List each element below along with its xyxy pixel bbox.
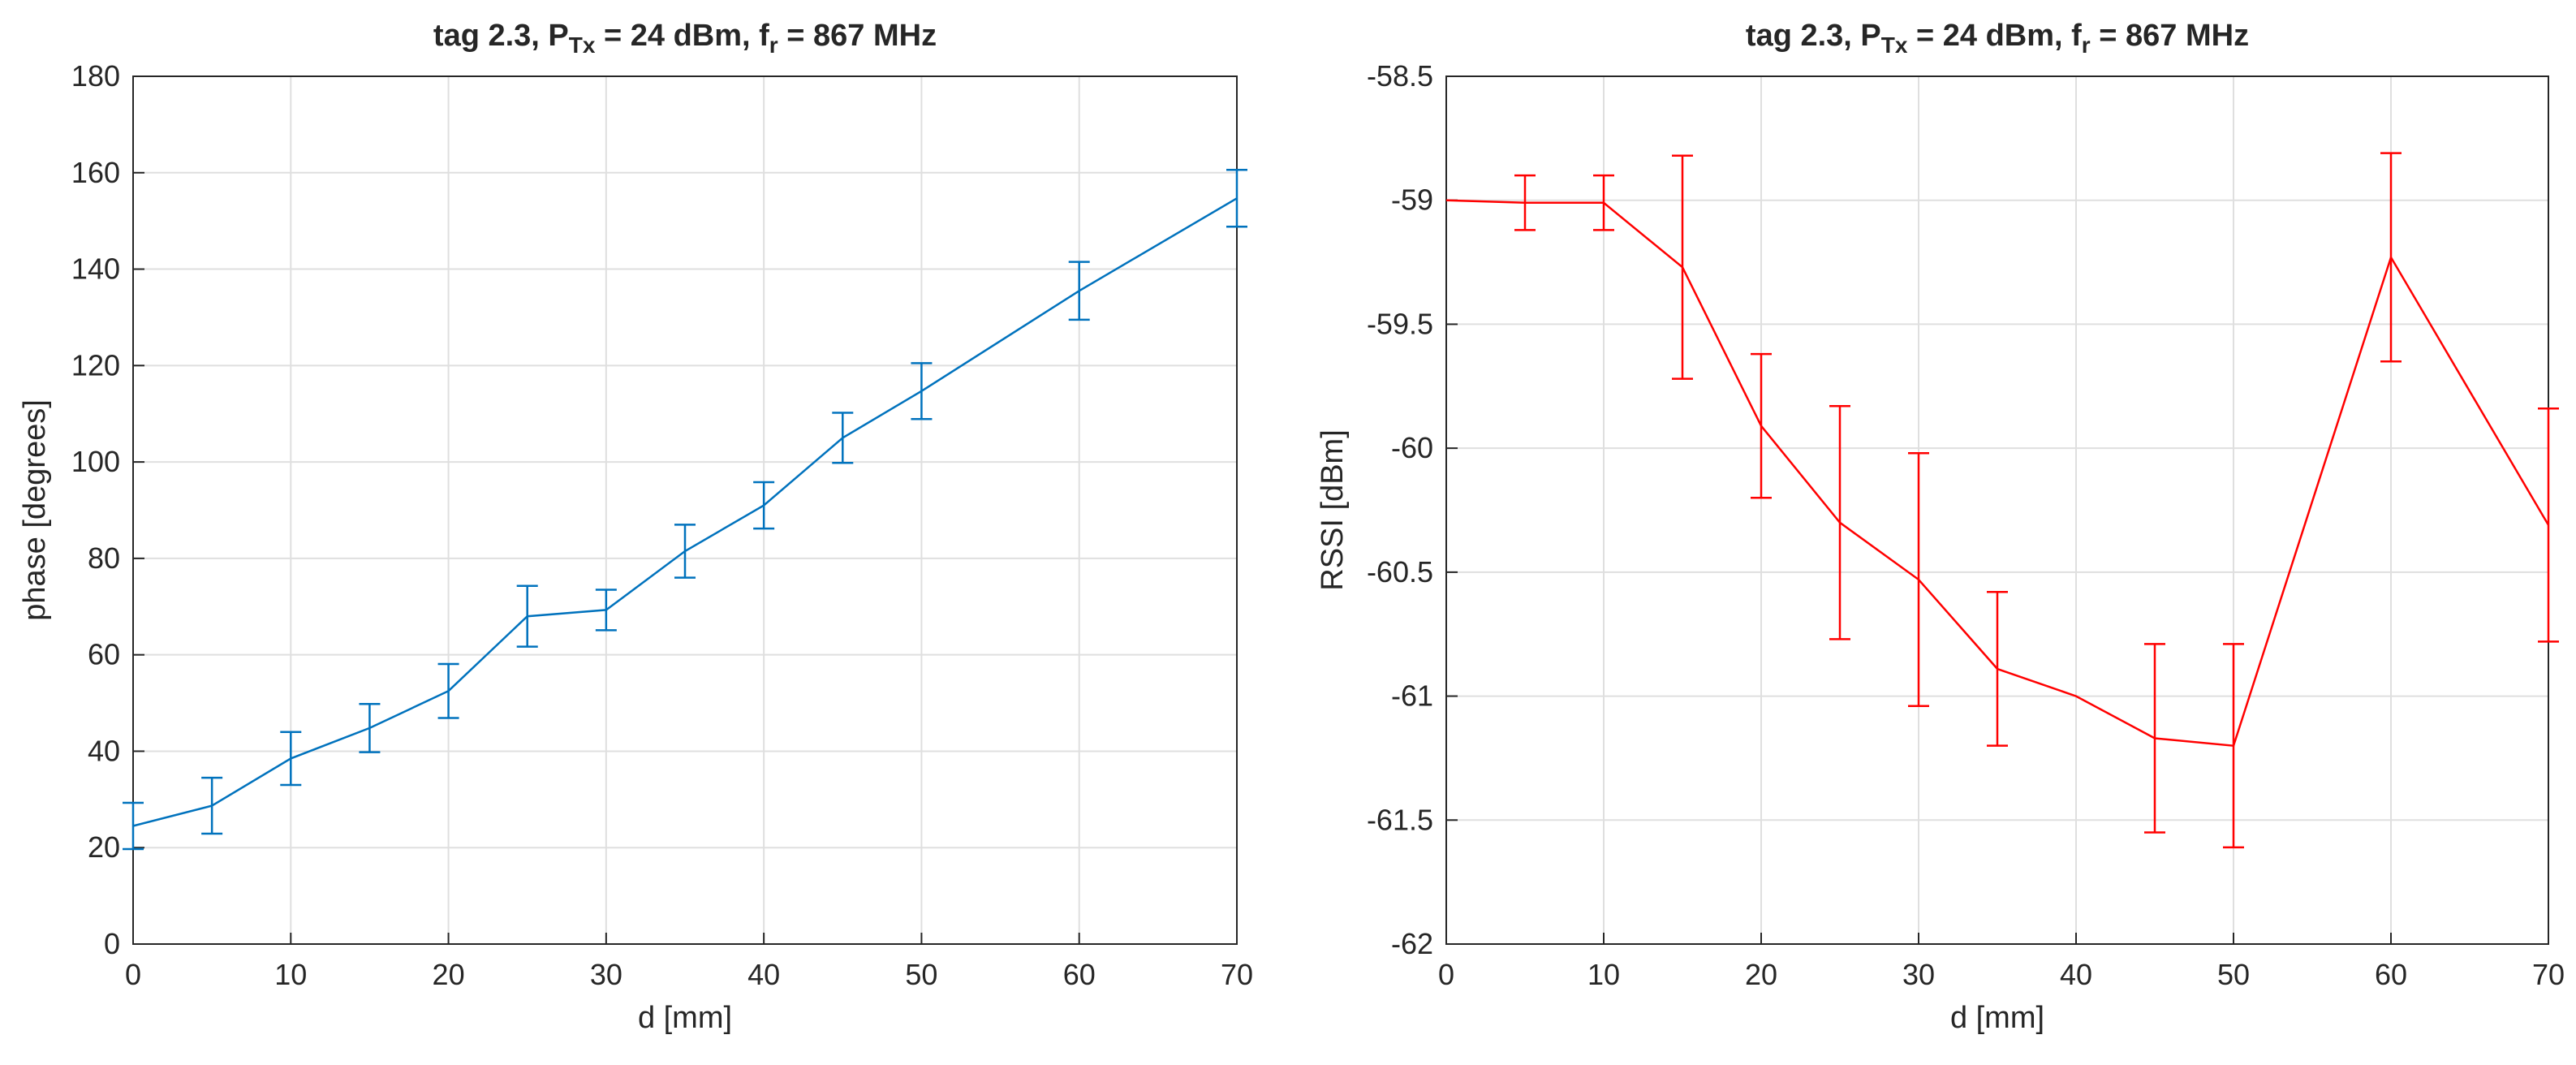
phase-error-bar xyxy=(359,702,381,753)
rssi-y-tick-label: -58.5 xyxy=(1367,59,1433,93)
rssi-y-tick-label: -59.5 xyxy=(1367,307,1433,340)
phase-x-axis-label: d [mm] xyxy=(638,1001,732,1035)
phase-x-tick-label: 60 xyxy=(1063,958,1096,991)
phase-y-tick-label: 160 xyxy=(71,156,120,189)
rssi-chart-title: tag 2.3, PTx = 24 dBm, fr = 867 MHz xyxy=(1746,19,2249,58)
phase-tick-labels: 0 10 20 30 40 50 60 70 0 20 40 60 80 100 120 140 160 180 xyxy=(71,59,1253,991)
phase-error-bar xyxy=(674,524,696,579)
rssi-chart: 0 10 20 30 40 50 60 70 -62 -61.5 -61 -60.5 -60 -59.5 -… xyxy=(1316,19,2565,1035)
rssi-x-tick-label: 50 xyxy=(2217,958,2250,991)
phase-x-tick-label: 30 xyxy=(590,958,622,991)
phase-error-bar xyxy=(1068,261,1090,321)
phase-x-tick-label: 40 xyxy=(747,958,780,991)
phase-y-tick-label: 80 xyxy=(88,541,120,575)
rssi-x-tick-label: 20 xyxy=(1745,958,1777,991)
phase-error-bar xyxy=(437,662,459,719)
rssi-error-bar xyxy=(1514,174,1536,231)
phase-y-tick-label: 60 xyxy=(88,638,120,671)
phase-error-bar xyxy=(123,801,144,851)
phase-error-bar xyxy=(911,362,933,420)
rssi-x-tick-label: 30 xyxy=(1902,958,1935,991)
rssi-tick-labels: 0 10 20 30 40 50 60 70 -62 -61.5 -61 -60.5 -60 -59.5 -… xyxy=(1367,59,2565,991)
phase-y-tick-label: 100 xyxy=(71,445,120,478)
phase-chart-title: tag 2.3, PTx = 24 dBm, fr = 867 MHz xyxy=(433,19,937,58)
rssi-error-bar xyxy=(2538,407,2559,643)
rssi-y-tick-label: -61 xyxy=(1391,679,1433,713)
rssi-error-bar xyxy=(1829,404,1850,640)
rssi-x-tick-label: 60 xyxy=(2375,958,2407,991)
rssi-error-bar xyxy=(1751,352,1772,499)
rssi-error-bar xyxy=(1908,452,1929,708)
phase-plot-area xyxy=(133,76,1237,944)
phase-y-tick-label: 180 xyxy=(71,59,120,93)
rssi-x-tick-label: 40 xyxy=(2060,958,2092,991)
rssi-y-tick-label: -59 xyxy=(1391,183,1433,217)
phase-y-tick-label: 140 xyxy=(71,252,120,286)
rssi-y-tick-label: -60 xyxy=(1391,431,1433,464)
rssi-error-bar xyxy=(2380,152,2402,363)
phase-error-bar xyxy=(753,481,775,530)
phase-error-bar xyxy=(516,584,538,648)
rssi-error-bar xyxy=(2144,643,2165,834)
rssi-error-bar xyxy=(1593,174,1614,231)
phase-x-tick-label: 0 xyxy=(125,958,141,991)
phase-error-bar xyxy=(280,731,302,787)
rssi-y-axis-label: RSSI [dBm] xyxy=(1316,429,1350,591)
rssi-x-tick-label: 0 xyxy=(1438,958,1454,991)
rssi-y-tick-label: -61.5 xyxy=(1367,803,1433,836)
phase-x-tick-label: 70 xyxy=(1221,958,1253,991)
rssi-error-bar xyxy=(1987,591,2008,747)
rssi-x-tick-label: 70 xyxy=(2532,958,2565,991)
phase-y-tick-label: 120 xyxy=(71,348,120,382)
rssi-y-tick-label: -60.5 xyxy=(1367,555,1433,589)
phase-y-tick-label: 40 xyxy=(88,734,120,767)
phase-y-axis-label: phase [degrees] xyxy=(18,399,52,621)
phase-error-bar xyxy=(832,412,854,464)
phase-axes-box xyxy=(132,75,1238,945)
phase-chart: 0 10 20 30 40 50 60 70020406080100120140160180 … xyxy=(18,19,1253,1035)
rssi-error-bar xyxy=(2223,643,2244,849)
rssi-x-axis-label: d [mm] xyxy=(1950,1001,2044,1035)
phase-series xyxy=(123,168,1247,851)
phase-x-tick-label: 50 xyxy=(905,958,937,991)
phase-x-tick-label: 20 xyxy=(433,958,465,991)
rssi-y-tick-label: -62 xyxy=(1391,927,1433,960)
phase-y-tick-label: 0 xyxy=(104,927,120,960)
phase-error-bar xyxy=(595,589,617,632)
phase-x-tick-label: 10 xyxy=(274,958,307,991)
rssi-series xyxy=(1445,152,2559,849)
rssi-x-tick-label: 10 xyxy=(1587,958,1620,991)
phase-error-bar xyxy=(201,776,223,835)
phase-error-bar xyxy=(1226,168,1247,228)
rssi-error-bar xyxy=(1672,154,1693,380)
phase-y-tick-label: 20 xyxy=(88,830,120,864)
rssi-plot-area xyxy=(1446,76,2548,944)
